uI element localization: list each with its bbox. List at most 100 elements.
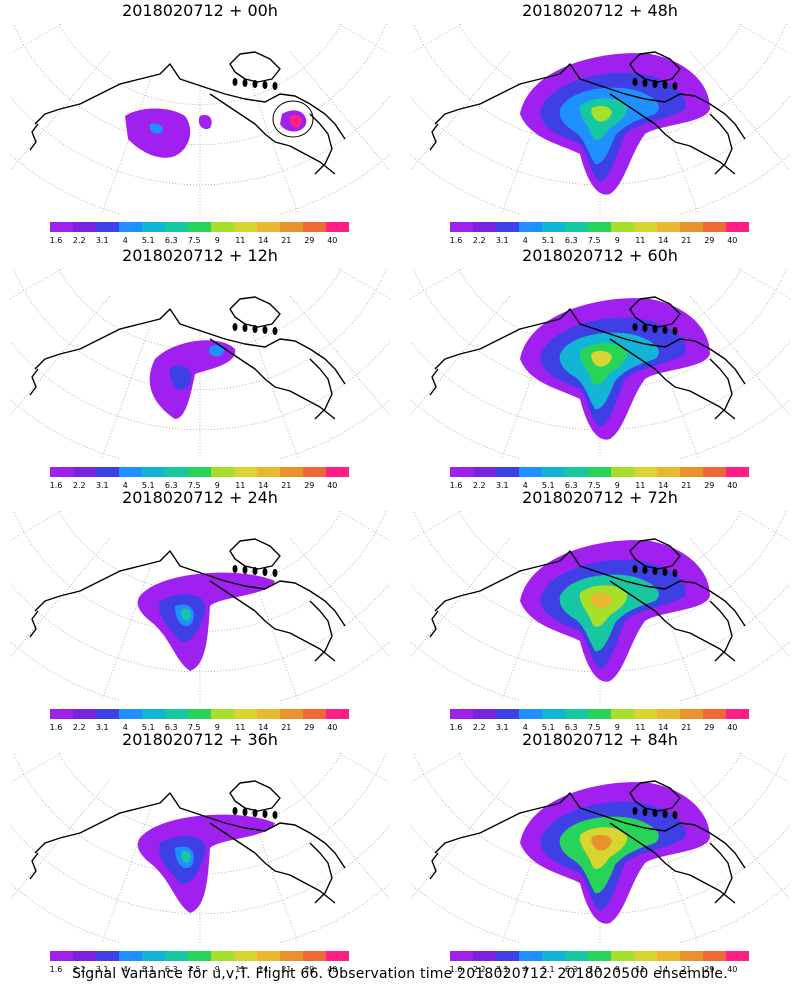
colorbar-swatch xyxy=(473,222,496,232)
colorbar-swatch xyxy=(588,222,611,232)
colorbar-swatch xyxy=(519,709,542,719)
colorbar-swatch xyxy=(257,467,280,477)
colorbar-tick-label: 4 xyxy=(523,236,528,245)
colorbar-swatch xyxy=(496,951,519,961)
colorbar-tick-label: 3.1 xyxy=(496,236,509,245)
map-plot xyxy=(410,269,790,459)
colorbar-swatch xyxy=(703,467,726,477)
colorbar-swatch xyxy=(519,222,542,232)
colorbar-swatch xyxy=(257,222,280,232)
colorbar-swatch xyxy=(611,467,634,477)
colorbar-tick-label: 11 xyxy=(635,481,645,490)
colorbar-swatch xyxy=(211,709,234,719)
colorbar-tick-label: 2.2 xyxy=(473,236,486,245)
colorbar-tick-label: 9 xyxy=(615,723,620,732)
forecast-panel: 2018020712 + 84h 1.6 2.2 3.1 4 5.1 6.3 7.5 9 11 14… xyxy=(410,729,790,974)
colorbar-swatch xyxy=(519,467,542,477)
colorbar-tick-label: 40 xyxy=(327,723,337,732)
colorbar-swatch xyxy=(50,709,73,719)
colorbar-tick-label: 4 xyxy=(123,965,128,974)
colorbar-swatch xyxy=(611,709,634,719)
colorbar-swatch xyxy=(326,951,349,961)
colorbar-tick-label: 9 xyxy=(215,481,220,490)
colorbar-swatch xyxy=(188,222,211,232)
map-plot xyxy=(10,24,390,214)
graticule xyxy=(410,753,790,943)
colorbar-tick-label: 3.1 xyxy=(96,723,109,732)
colorbar-swatch xyxy=(496,222,519,232)
colorbar-tick-label: 5.1 xyxy=(142,481,155,490)
colorbar-swatch xyxy=(634,467,657,477)
colorbar-tick-label: 3.1 xyxy=(96,965,109,974)
colorbar-swatch xyxy=(496,467,519,477)
colorbar-tick-label: 1.6 xyxy=(450,965,462,974)
colorbar-swatch xyxy=(96,709,119,719)
colorbar-tick-label: 21 xyxy=(681,723,691,732)
colorbar-swatch xyxy=(119,222,142,232)
colorbar-tick-label: 2.2 xyxy=(473,481,486,490)
colorbar-swatch xyxy=(726,467,749,477)
forecast-panel: 2018020712 + 24h 1.6 2.2 3.1 4 5.1 6.3 7.5 9 11 14… xyxy=(10,487,390,732)
colorbar-tick-label: 7.5 xyxy=(188,723,201,732)
colorbar-swatch xyxy=(450,709,473,719)
colorbar-tick-label: 29 xyxy=(704,723,714,732)
colorbar-tick-label: 4 xyxy=(123,481,128,490)
graticule xyxy=(410,24,790,214)
colorbar-swatch xyxy=(542,951,565,961)
colorbar-tick-label: 7.5 xyxy=(588,723,601,732)
signal-variance-field xyxy=(520,53,710,195)
colorbar-tick-label: 29 xyxy=(304,236,314,245)
map-plot xyxy=(410,753,790,943)
coastline xyxy=(29,296,346,420)
graticule xyxy=(410,511,790,701)
colorbar-tick-label: 4 xyxy=(523,481,528,490)
colorbar-tick-label: 9 xyxy=(215,965,220,974)
colorbar-tick-label: 9 xyxy=(215,723,220,732)
colorbar-tick-label: 1.6 xyxy=(450,481,462,490)
colorbar-swatch xyxy=(680,222,703,232)
colorbar-tick-label: 5.1 xyxy=(542,965,555,974)
colorbar-tick-label: 40 xyxy=(727,481,737,490)
coastline xyxy=(429,296,746,420)
colorbar-tick-label: 14 xyxy=(658,965,668,974)
colorbar-tick-label: 5.1 xyxy=(542,723,555,732)
colorbar-swatch xyxy=(234,709,257,719)
colorbar-swatch xyxy=(326,467,349,477)
colorbar-tick-label: 14 xyxy=(258,481,268,490)
colorbar-swatch xyxy=(542,222,565,232)
colorbar-tick-label: 3.1 xyxy=(496,965,509,974)
colorbar: 1.6 2.2 3.1 4 5.1 6.3 7.5 9 11 14 21 29 40 xyxy=(450,467,749,490)
colorbar-swatch xyxy=(188,951,211,961)
colorbar-swatch xyxy=(726,951,749,961)
colorbar-tick-label: 1.6 xyxy=(50,481,62,490)
colorbar-swatch xyxy=(303,951,326,961)
colorbar-swatch xyxy=(73,467,96,477)
colorbar-swatch xyxy=(280,951,303,961)
colorbar-swatch xyxy=(119,467,142,477)
colorbar-swatch xyxy=(326,222,349,232)
signal-variance-field xyxy=(520,540,710,682)
colorbar-tick-label: 6.3 xyxy=(165,481,178,490)
colorbar-tick-label: 2.2 xyxy=(473,965,486,974)
colorbar-tick-label: 7.5 xyxy=(188,236,201,245)
panel-title: 2018020712 + 72h xyxy=(522,488,678,507)
colorbar: 1.6 2.2 3.1 4 5.1 6.3 7.5 9 11 14 21 29 40 xyxy=(450,222,749,245)
colorbar-tick-label: 14 xyxy=(258,965,268,974)
colorbar-tick-label: 6.3 xyxy=(165,965,178,974)
colorbar-swatch xyxy=(188,467,211,477)
colorbar-swatch xyxy=(73,709,96,719)
colorbar-tick-label: 6.3 xyxy=(565,723,578,732)
colorbar-tick-label: 3.1 xyxy=(496,723,509,732)
colorbar-swatch xyxy=(211,951,234,961)
panel-title: 2018020712 + 12h xyxy=(122,246,278,265)
colorbar-tick-label: 5.1 xyxy=(142,723,155,732)
coastline xyxy=(429,538,746,662)
colorbar-tick-label: 21 xyxy=(281,965,291,974)
colorbar-tick-label: 14 xyxy=(658,236,668,245)
colorbar-tick-label: 1.6 xyxy=(50,965,62,974)
colorbar-swatch xyxy=(303,222,326,232)
colorbar-swatch xyxy=(657,709,680,719)
colorbar-swatch xyxy=(142,951,165,961)
colorbar-swatch xyxy=(119,951,142,961)
colorbar-tick-label: 11 xyxy=(635,965,645,974)
